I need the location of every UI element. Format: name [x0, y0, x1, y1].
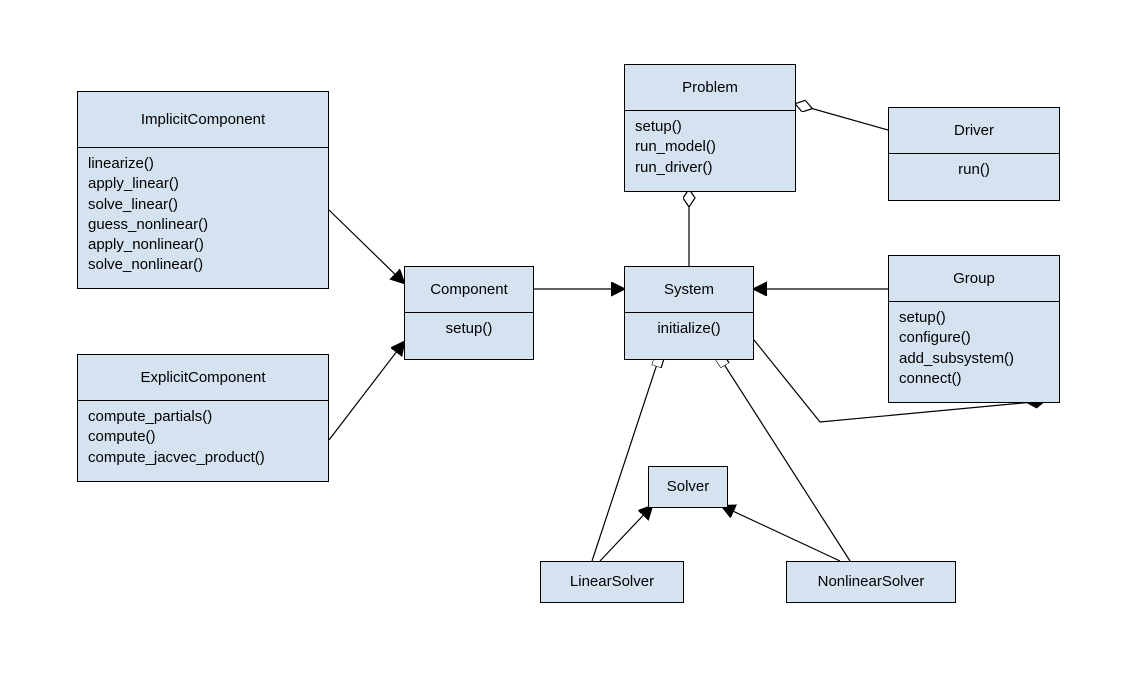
node-methods: linearize() apply_linear() solve_linear(…: [78, 148, 328, 288]
node-methods: setup() run_model() run_driver(): [625, 111, 795, 191]
edge-nonlinearsolver-to-system: [720, 358, 850, 561]
node-title: ExplicitComponent: [78, 355, 328, 401]
edge-linearsolver-to-system: [592, 358, 659, 561]
node-title: NonlinearSolver: [787, 562, 955, 602]
edge-nonlinearsolver-to-solver: [722, 506, 840, 561]
node-title: Solver: [649, 467, 727, 507]
node-methods: setup(): [405, 313, 533, 359]
node-explicit-component: ExplicitComponentcompute_partials() comp…: [77, 354, 329, 482]
node-problem: Problemsetup() run_model() run_driver(): [624, 64, 796, 192]
node-driver: Driverrun(): [888, 107, 1060, 201]
diagram-canvas: ImplicitComponentlinearize() apply_linea…: [0, 0, 1136, 699]
node-component: Componentsetup(): [404, 266, 534, 360]
edge-driver-to-problem: [796, 104, 888, 130]
node-title: Group: [889, 256, 1059, 302]
node-nonlinear-solver: NonlinearSolver: [786, 561, 956, 603]
node-title: System: [625, 267, 753, 313]
node-implicit-component: ImplicitComponentlinearize() apply_linea…: [77, 91, 329, 289]
edge-explicit-to-component: [329, 342, 404, 440]
node-title: Component: [405, 267, 533, 313]
node-methods: setup() configure() add_subsystem() conn…: [889, 302, 1059, 402]
node-methods: run(): [889, 154, 1059, 200]
node-title: LinearSolver: [541, 562, 683, 602]
node-group: Groupsetup() configure() add_subsystem()…: [888, 255, 1060, 403]
node-methods: initialize(): [625, 313, 753, 359]
node-system: Systeminitialize(): [624, 266, 754, 360]
node-methods: compute_partials() compute() compute_jac…: [78, 401, 328, 481]
node-linear-solver: LinearSolver: [540, 561, 684, 603]
node-title: Driver: [889, 108, 1059, 154]
node-title: ImplicitComponent: [78, 92, 328, 148]
node-title: Problem: [625, 65, 795, 111]
edge-linearsolver-to-solver: [600, 506, 652, 561]
node-solver: Solver: [648, 466, 728, 508]
edge-implicit-to-component: [329, 210, 404, 283]
